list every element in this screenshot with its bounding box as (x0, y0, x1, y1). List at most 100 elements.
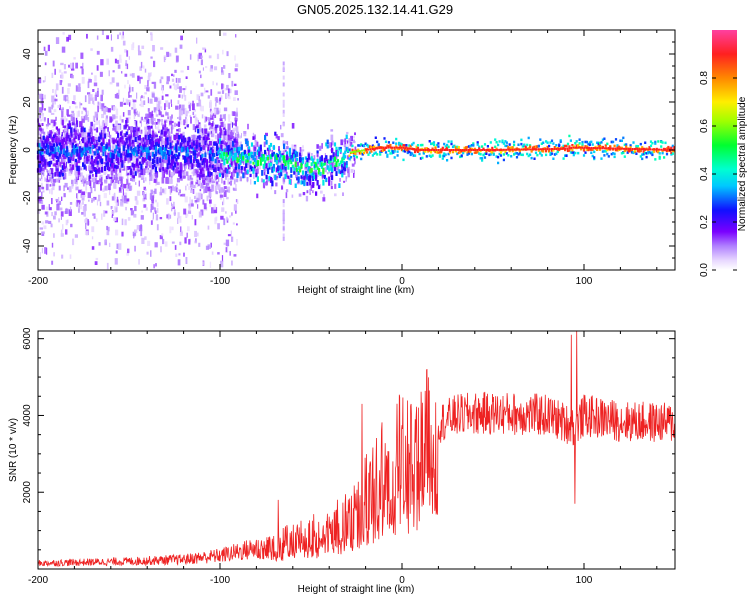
spectrogram-cell (119, 153, 123, 159)
spectrogram-cell (56, 172, 60, 177)
spectrogram-cell (402, 146, 405, 149)
spectrogram-cell (176, 129, 179, 132)
spectrogram-cell (283, 143, 286, 150)
spectrogram-cell (77, 200, 81, 205)
spectrogram-cell (146, 123, 149, 126)
spectrogram-cell (583, 146, 586, 149)
spectrogram-cell (219, 108, 221, 113)
spectrogram-cell (83, 211, 86, 217)
spectrogram-cell (55, 165, 59, 172)
spectrogram-cell (123, 125, 127, 130)
spectrogram-cell (310, 167, 313, 173)
spectrogram-cell (438, 151, 441, 154)
spectrogram-cell (203, 188, 205, 194)
spectrogram-cell (218, 188, 221, 194)
spectrogram-cell (82, 150, 85, 156)
spectrogram-cell (43, 117, 46, 122)
spectrogram-cell (591, 143, 594, 146)
spectrogram-cell (111, 196, 115, 201)
spectrogram-cell (157, 119, 161, 122)
spectrogram-cell (101, 166, 104, 173)
spectrogram-cell (142, 192, 146, 198)
spectrogram-cell (301, 180, 305, 184)
spectrogram-cell (236, 239, 238, 246)
spectrogram-cell (223, 161, 226, 166)
spectrogram-cell (606, 148, 609, 152)
spectrogram-cell (456, 145, 459, 149)
spectrogram-cell (63, 71, 67, 74)
spectrogram-cell (302, 176, 304, 181)
spectrogram-cell (531, 148, 534, 151)
spectrogram-cell (153, 107, 157, 113)
spectrogram-cell (79, 202, 82, 210)
spectrogram-cell (441, 149, 444, 151)
spectrogram-cell (38, 77, 42, 84)
spectrogram-cell (495, 147, 498, 151)
spectrogram-cell (201, 153, 204, 158)
spectrogram-cell (639, 142, 642, 146)
spectrogram-cell (280, 169, 283, 173)
spectrogram-cell (559, 140, 562, 143)
spectrogram-cell (147, 108, 150, 112)
spectrogram-cell (574, 142, 577, 145)
spectrogram-cell (73, 130, 77, 135)
spectrogram-cell (58, 174, 62, 180)
spectrogram-cell (83, 107, 87, 111)
spectrogram-cell (234, 162, 238, 167)
spectrogram-cell (78, 110, 80, 117)
spectrogram-cell (469, 144, 472, 148)
spectrogram-cell (121, 195, 124, 203)
spectrogram-cell (246, 169, 249, 174)
spectrogram-cell (63, 155, 67, 160)
spectrogram-cell (540, 149, 543, 152)
spectrogram-cell (336, 150, 339, 156)
spectrogram-cell (275, 167, 278, 173)
spectrogram-cell (600, 157, 603, 160)
spectrogram-cell (369, 148, 372, 151)
spectrogram-cell (52, 186, 55, 191)
spectrogram-cell (54, 89, 57, 97)
spectrogram-cell (113, 192, 116, 199)
spectrogram-cell (517, 153, 520, 156)
spectrogram-cell (339, 160, 342, 165)
spectrogram-cell (88, 128, 91, 132)
spectrogram-cell (123, 133, 125, 140)
spectrogram-cell (79, 150, 82, 154)
spectrogram-cell (42, 142, 45, 148)
spectrogram-cell (149, 174, 153, 181)
spectrogram-cell (79, 133, 82, 137)
spectrogram-cell (198, 52, 202, 59)
spectrogram-cell (329, 158, 332, 163)
spectrogram-cell (382, 149, 385, 152)
spectrogram-cell (498, 152, 501, 156)
spectrogram-cell (44, 177, 46, 182)
spectrogram-cell (629, 144, 632, 147)
spectrogram-cell (367, 148, 370, 151)
spectrogram-cell (302, 192, 306, 196)
spectrogram-cell (72, 117, 75, 123)
spectrogram-cell (513, 153, 516, 156)
spectrogram-cell (170, 126, 173, 134)
spectrogram-cell (642, 148, 645, 151)
spectrogram-cell (154, 156, 157, 162)
spectrogram-cell (223, 242, 227, 245)
spectrogram-cell (41, 115, 44, 121)
spectrogram-cell (243, 161, 245, 165)
spectrogram-cell (82, 201, 84, 205)
spectrogram-cell (206, 136, 210, 140)
spectrogram-cell (164, 103, 166, 111)
spectrogram-cell (138, 180, 140, 187)
spectrogram-cell (188, 206, 191, 212)
spectrogram-cell (129, 84, 131, 88)
spectrogram-cell (526, 143, 529, 147)
spectrogram-cell (259, 147, 262, 152)
spectrogram-cell (92, 144, 95, 149)
spectrogram-cell (43, 225, 47, 230)
spectrogram-cell (564, 154, 567, 157)
spectrogram-cell (183, 119, 186, 126)
spectrogram-cell (234, 55, 236, 61)
spectrogram-cell (349, 141, 353, 147)
spectrogram-cell (146, 148, 149, 154)
spectrogram-cell (160, 114, 165, 118)
spectrogram-cell (129, 73, 133, 77)
